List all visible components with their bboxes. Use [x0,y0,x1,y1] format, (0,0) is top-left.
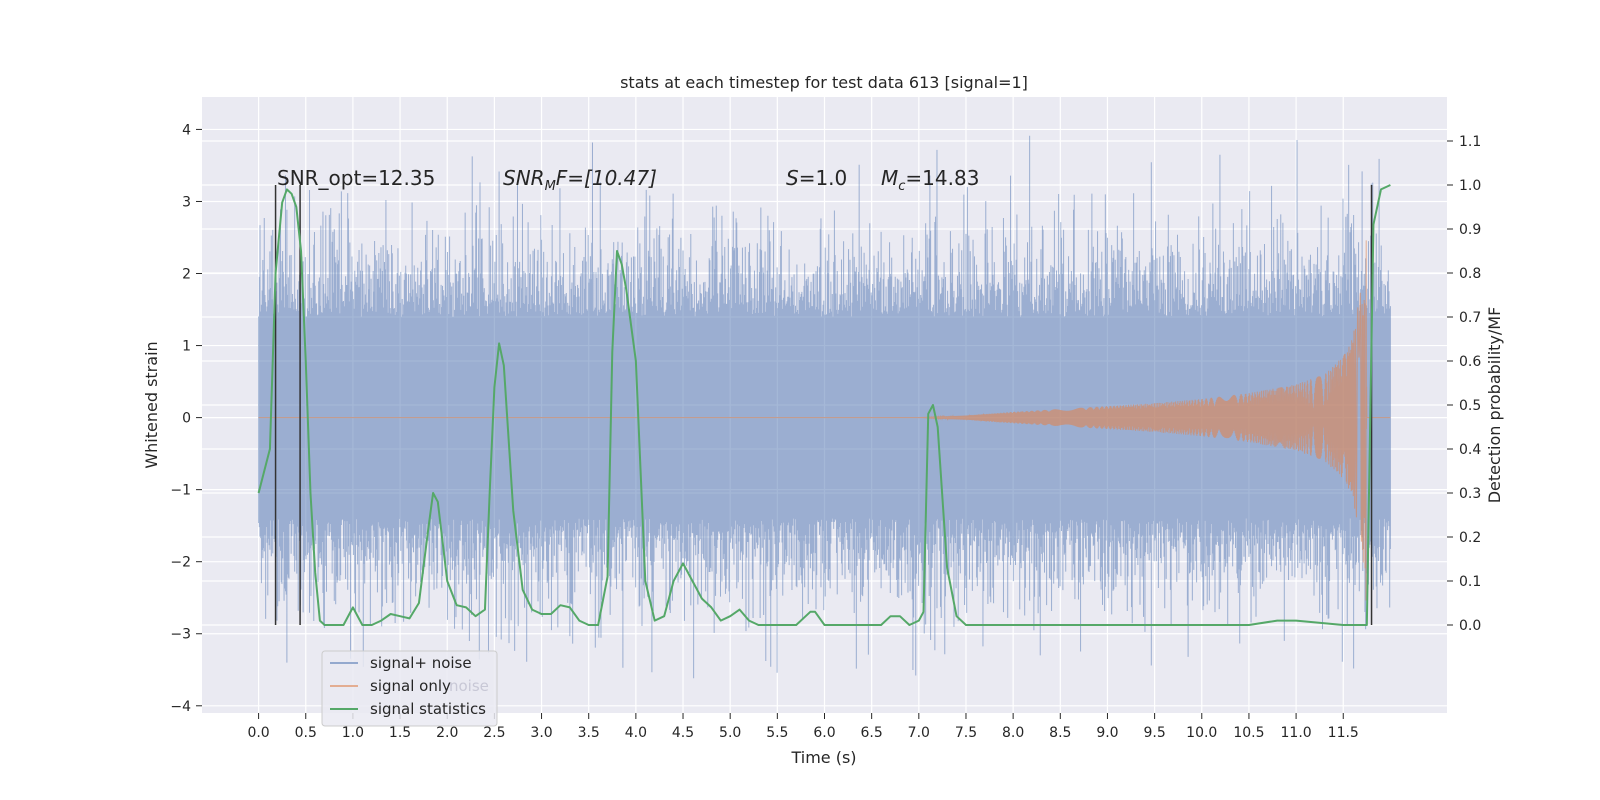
y2-tick-label: 0.7 [1459,310,1481,326]
legend-entry-signal: signal only [370,677,451,695]
y2-tick-label: 0.2 [1459,530,1481,546]
y-tick-label: 3 [182,194,191,210]
annotation-snr-mf: SNRMF=[10.47] [503,166,657,194]
y-tick-label: 1 [182,339,191,355]
y2-axis-label: Detection probability/MF [1485,307,1504,504]
signal-trace [258,240,1391,601]
series-signal-only [258,240,1391,601]
y2-tick-label: 1.0 [1459,178,1481,194]
x-tick-label: 3.5 [578,725,600,741]
annotation-mc-tail: =14.83 [905,166,979,190]
annotation-snr-mf-sub: M [545,179,556,194]
y2-tick-label: 0.4 [1459,442,1481,458]
y2-tick-label: 0.8 [1459,266,1481,282]
x-tick-label: 7.5 [955,725,977,741]
y2-tick-label: 0.6 [1459,354,1481,370]
x-tick-label: 5.0 [719,725,741,741]
y-tick-label: −4 [170,699,191,715]
x-tick-label: 8.5 [1049,725,1071,741]
x-tick-label: 4.0 [625,725,647,741]
y-tick-label: −2 [170,555,191,571]
annotation-snr-mf-main: SNR [503,166,545,190]
legend: noise signal+ noise signal only signal s… [321,650,498,727]
annotation-snr-mf-tail: F=[10.47] [556,166,657,190]
annotation-s: S=1.0 [786,166,847,190]
y-axis-label: Whitened strain [142,341,161,468]
x-tick-label: 1.5 [389,725,411,741]
annotation-mc-main: M [881,166,898,190]
vertical-markers [274,185,1373,625]
y-tick-label: 0 [182,411,191,427]
chart-title: stats at each timestep for test data 613… [620,73,1028,92]
x-tick-label: 2.5 [483,725,505,741]
x-tick-label: 5.5 [766,725,788,741]
x-tick-label: 9.5 [1143,725,1165,741]
annotation-mc: Mc=14.83 [881,166,979,194]
y2-tick-label: 1.1 [1459,134,1481,150]
x-tick-label: 4.5 [672,725,694,741]
annotation-mc-sub: c [898,179,905,194]
annotation-s-tail: =1.0 [799,166,848,190]
x-axis-ticks: 0.0 0.5 1.0 1.5 2.0 2.5 3.0 3.5 4.0 4.5 5.0 5.5 6.0 6… [247,713,1359,741]
x-axis-label: Time (s) [790,748,856,767]
y-tick-label: 2 [182,267,191,283]
x-tick-label: 7.0 [908,725,930,741]
annotation-s-main: S [786,166,799,190]
x-tick-label: 10.0 [1186,725,1217,741]
x-tick-label: 11.0 [1281,725,1312,741]
y2-tick-label: 0.5 [1459,398,1481,414]
series-signal-statistics [257,184,1391,626]
y2-tick-label: 0.9 [1459,222,1481,238]
y-tick-label: 4 [182,122,191,138]
x-tick-label: 9.0 [1096,725,1118,741]
y-tick-label: −3 [170,627,191,643]
x-tick-label: 1.0 [342,725,364,741]
x-tick-label: 8.0 [1002,725,1024,741]
x-tick-label: 0.5 [295,725,317,741]
x-tick-label: 11.5 [1328,725,1359,741]
legend-ghost-text: noise [449,677,489,695]
legend-entry-stats: signal statistics [370,700,486,718]
y2-tick-label: 0.3 [1459,486,1481,502]
stats-line [257,184,1391,626]
x-tick-label: 6.0 [813,725,835,741]
x-tick-label: 6.5 [861,725,883,741]
x-tick-label: 3.0 [530,725,552,741]
y2-tick-label: 0.1 [1459,574,1481,590]
x-tick-label: 10.5 [1233,725,1264,741]
x-tick-label: 2.0 [436,725,458,741]
annotation-snr-opt: SNR_opt=12.35 [277,166,435,190]
y-axis-ticks: 4 3 2 1 0 −1 −2 −3 −4 [170,122,202,715]
y-tick-label: −1 [170,483,191,499]
y2-axis-ticks: 1.1 1.0 0.9 0.8 0.7 0.6 0.5 0.4 0.3 0.2 0.1 0.0 [1447,134,1481,634]
x-tick-label: 0.0 [247,725,269,741]
y2-tick-label: 0.0 [1459,618,1481,634]
legend-entry-noise: signal+ noise [370,654,472,672]
